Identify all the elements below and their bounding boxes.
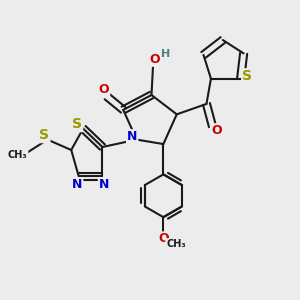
Text: N: N xyxy=(99,178,109,191)
Text: O: O xyxy=(99,83,109,97)
Text: N: N xyxy=(127,130,137,143)
Text: CH₃: CH₃ xyxy=(8,150,28,160)
Text: H: H xyxy=(161,49,170,59)
Text: S: S xyxy=(72,117,82,131)
Text: S: S xyxy=(242,69,252,83)
Text: O: O xyxy=(158,232,169,245)
Text: S: S xyxy=(40,128,50,142)
Text: O: O xyxy=(149,53,160,66)
Text: O: O xyxy=(212,124,222,137)
Text: CH₃: CH₃ xyxy=(166,239,186,249)
Text: N: N xyxy=(72,178,83,191)
